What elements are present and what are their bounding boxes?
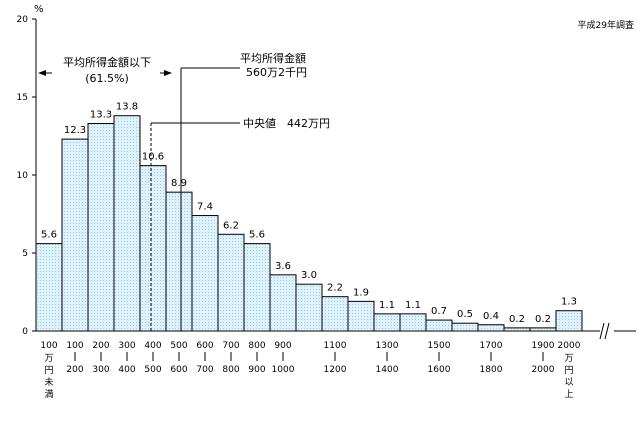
x-tick-label-bottom: 1200 [324,365,347,375]
x-tick-label: 1300 [376,341,399,351]
bar [451,322,479,332]
bar [295,283,323,332]
survey-year-label: 平成29年調査 [577,21,634,31]
y-tick-label: 15 [17,93,28,103]
bar [87,123,115,332]
median-value: 442万円 [287,117,330,130]
average-label: 平均所得金額 [240,51,306,65]
x-tick-label-bottom: 400 [118,365,135,375]
x-tick-label: 2000 [558,341,581,351]
bar [139,165,167,332]
bar-value-label: 1.3 [561,297,577,308]
bar-value-label: 1.9 [353,287,369,298]
bar-value-label: 10.6 [142,152,164,163]
bar-value-label: 13.8 [116,102,138,113]
median-label: 中央値 [243,117,276,130]
bar-value-label: 0.4 [483,311,499,322]
x-tick-label-bottom: 500 [144,365,161,375]
x-tick-label: 1100 [324,341,347,351]
axis-break-mark [599,322,610,340]
x-tick-label-bottom: 200 [66,365,83,375]
bar [243,243,271,332]
bar-value-label: 1.1 [379,300,395,311]
y-unit-label: % [34,4,44,15]
x-tick-label-bottom: 700 [196,365,213,375]
bar-value-label: 3.0 [301,270,317,281]
bar [477,324,505,332]
x-tick-label-bottom: 1600 [428,365,451,375]
x-tick-label-bottom: 1400 [376,365,399,375]
x-tick-label: 300 [118,341,135,351]
y-tick-label: 10 [17,171,29,181]
bar [191,215,219,332]
below-average-arrow-right [164,70,172,76]
y-tick-label: 0 [22,327,28,337]
x-tick-label-char: 円 [44,365,53,376]
bar-value-label: 1.1 [405,300,421,311]
y-tick-label: 5 [22,249,28,259]
x-tick-label-bottom: 1800 [480,365,503,375]
bar [35,243,63,332]
bar-value-label: 0.2 [509,314,525,325]
x-tick-label-char: 上 [564,389,573,400]
below-average-pct: (61.5%) [85,72,129,85]
bar-value-label: 13.3 [90,110,112,121]
bar-value-label: 0.7 [431,306,447,317]
below-average-label-bg [52,55,160,89]
bar [217,233,245,332]
bar-value-label: 3.6 [275,261,291,272]
x-tick-label: 200 [92,341,109,351]
x-tick-label-bottom: 1000 [272,365,295,375]
bar-value-label: 5.6 [41,230,57,241]
x-tick-label: 1900 [532,341,555,351]
bar [61,138,89,332]
bar [425,319,453,332]
x-tick-label: 700 [222,341,239,351]
bar-value-label: 0.5 [457,309,473,320]
x-tick-label: 1700 [480,341,503,351]
bar [555,310,583,332]
bar-value-label: 8.9 [171,178,187,189]
bar-value-label: 6.2 [223,220,239,231]
bar-value-label: 12.3 [64,125,86,136]
x-tick-label: 100 [40,341,57,351]
x-tick-label: 1500 [428,341,451,351]
x-tick-label: 500 [170,341,187,351]
x-tick-label: 100 [66,341,83,351]
x-tick-label-char: 万 [564,354,573,364]
bar-value-label: 5.6 [249,230,265,241]
x-tick-label: 600 [196,341,213,351]
bar [321,296,349,332]
x-tick-label-char: 円 [564,365,573,376]
bar-value-label: 0.2 [535,314,551,325]
bar [269,274,297,332]
bar [165,191,193,332]
x-tick-label-char: 以 [564,378,573,388]
x-tick-label-char: 満 [44,389,53,400]
x-tick-label: 800 [248,341,265,351]
average-value: 560万2千円 [246,66,307,79]
bar [347,300,375,332]
bar-value-label: 2.2 [327,283,343,294]
x-tick-label-char: 未 [44,376,53,388]
below-average-arrow-left [38,70,46,76]
bar-value-label: 7.4 [197,202,213,213]
bar [373,313,401,332]
x-tick-label: 900 [274,341,291,351]
bar [399,313,427,332]
x-tick-label-char: 万 [44,354,53,364]
x-tick-label-bottom: 2000 [532,365,555,375]
x-tick-label: 400 [144,341,161,351]
x-tick-label-bottom: 600 [170,365,187,375]
x-tick-label-bottom: 900 [248,365,265,375]
below-average-label: 平均所得金額以下 [63,55,151,69]
x-tick-label-bottom: 300 [92,365,109,375]
y-tick-label: 20 [17,15,29,25]
x-tick-label-bottom: 800 [222,365,239,375]
bar [113,115,141,332]
